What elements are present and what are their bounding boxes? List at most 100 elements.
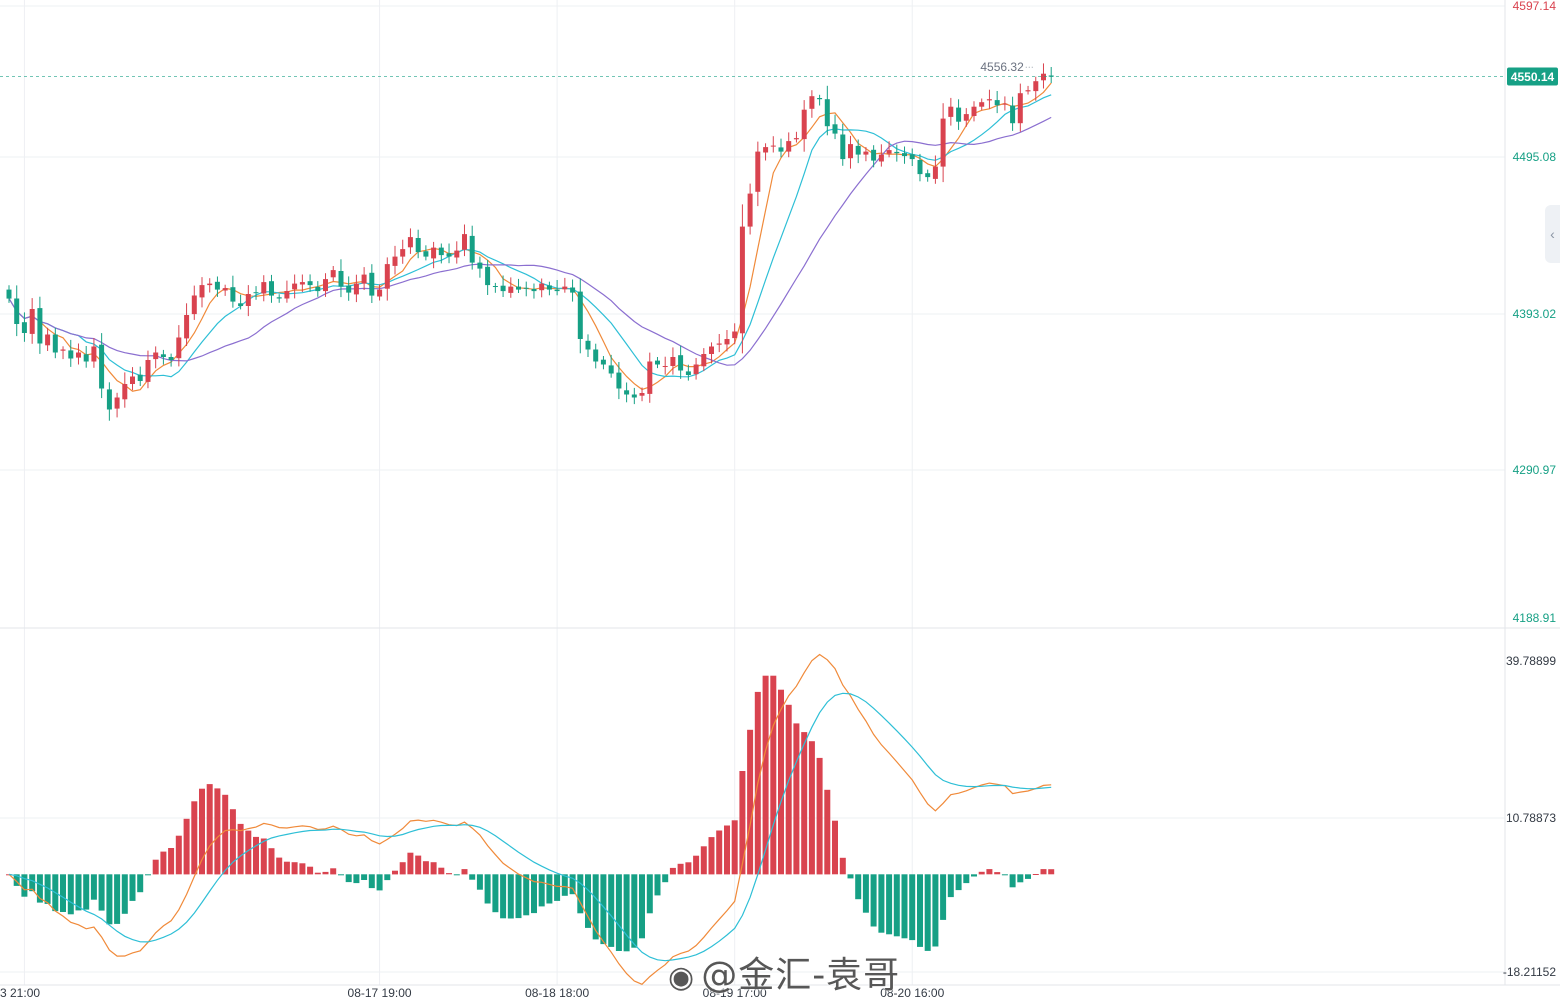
macd-bar [60, 874, 66, 912]
macd-bar [978, 871, 985, 875]
candle-body [546, 285, 552, 290]
candle-body [83, 354, 89, 362]
candle-body [454, 250, 460, 258]
macd-bar [778, 689, 784, 875]
macd-bar [276, 857, 283, 875]
ma-line-20 [8, 116, 1052, 366]
candle [554, 280, 560, 296]
candle [886, 141, 892, 158]
macd-bar [615, 874, 622, 951]
candle [68, 339, 74, 367]
macd-bar [1032, 874, 1039, 875]
candle-body [21, 322, 27, 333]
candle [963, 108, 969, 127]
candle-body [469, 235, 475, 263]
macd-bar [855, 874, 862, 900]
macd-bar [407, 852, 414, 875]
candle [29, 298, 35, 344]
macd-bar [808, 741, 815, 875]
watermark: ◉ @金汇-袁哥 [668, 946, 900, 998]
candle [562, 277, 568, 293]
candle-body [377, 289, 383, 297]
candle-body [384, 264, 390, 289]
macd-bar [106, 874, 113, 925]
macd-bar [291, 862, 298, 875]
collapse-panel-button[interactable]: ‹ [1545, 205, 1560, 263]
macd-bar [554, 874, 561, 901]
candle-body [29, 309, 35, 334]
macd-bar [793, 723, 800, 875]
candle [60, 346, 66, 360]
macd-bar [160, 851, 167, 875]
candle [222, 284, 228, 296]
candle [377, 284, 383, 301]
candle [168, 353, 174, 367]
candle [716, 334, 722, 353]
candle-body [338, 271, 344, 287]
candle-body [292, 283, 298, 290]
candle-body [508, 286, 514, 293]
macd-bar [206, 784, 213, 875]
macd-dif-line [8, 653, 1052, 986]
price-axis-tick: 4393.02 [1513, 307, 1557, 321]
candle-body [238, 303, 244, 306]
candle-body [37, 308, 43, 344]
candle-body [516, 286, 521, 290]
candle [932, 155, 938, 184]
candle-body [446, 253, 452, 257]
candle-body [793, 138, 799, 140]
candle [531, 283, 537, 299]
candle [1010, 96, 1016, 131]
macd-bar [909, 874, 916, 941]
candle [809, 90, 815, 118]
macd-bar [1048, 869, 1055, 875]
candle-body [1033, 81, 1039, 92]
candle [1033, 76, 1039, 101]
candle [145, 350, 151, 389]
macd-bar [531, 874, 537, 914]
candle [346, 276, 352, 301]
candle [338, 259, 344, 298]
macd-bar [484, 874, 491, 904]
macd-bar [90, 874, 97, 900]
macd-bar [1009, 874, 1016, 888]
macd-bar [314, 872, 321, 875]
candle [83, 346, 89, 368]
candle [871, 145, 877, 168]
macd-bar [229, 809, 236, 875]
macd-bar [801, 732, 808, 875]
chevron-left-icon: ‹ [1550, 226, 1555, 242]
candle-body [817, 98, 823, 100]
candle-body [184, 315, 190, 339]
macd-bar [523, 874, 530, 916]
macd-bar [917, 874, 923, 947]
candle [45, 327, 51, 351]
candle [670, 347, 676, 375]
macd-bar [222, 794, 229, 875]
candle-body [76, 352, 81, 358]
macd-bar [1040, 869, 1047, 875]
candle [948, 97, 954, 126]
candle [732, 323, 738, 345]
macd-bar [963, 874, 970, 884]
candle-body [253, 292, 259, 294]
candle [315, 281, 321, 297]
candle-body [909, 154, 915, 160]
candle-body [1025, 90, 1031, 92]
candle [909, 148, 915, 166]
price-axis: 4597.14 4495.08 4393.02 4290.97 4188.91 39.78… [1503, 0, 1556, 979]
candle [214, 276, 220, 297]
candle [848, 135, 853, 169]
candle [207, 278, 213, 293]
candle [539, 278, 545, 298]
macd-bar [175, 835, 182, 875]
macd-bar [886, 874, 893, 935]
macd-bar [283, 861, 290, 875]
candle [709, 342, 714, 364]
macd-bar [747, 729, 754, 875]
macd-bar [592, 874, 599, 940]
macd-bar [353, 874, 360, 884]
macd-bar [940, 874, 947, 920]
candle [647, 352, 653, 403]
